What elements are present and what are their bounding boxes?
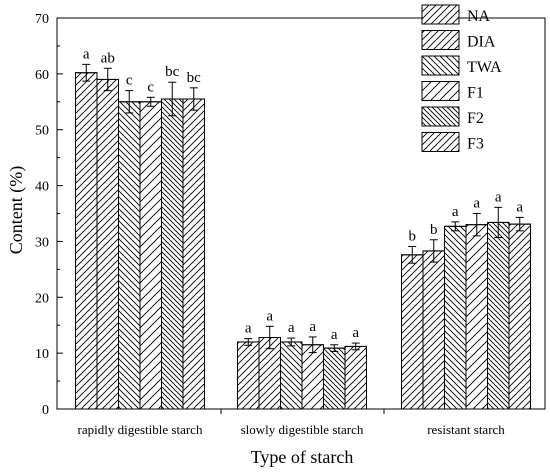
significance-label: a [473, 196, 480, 212]
x-category-label: rapidly digestible starch [78, 422, 203, 437]
bar [139, 101, 162, 410]
legend-swatch [421, 132, 460, 152]
significance-label: a [452, 204, 459, 220]
y-tick-label: 0 [42, 403, 49, 418]
bar [323, 347, 346, 410]
legend-swatch [421, 4, 460, 25]
legend-swatch [421, 55, 460, 76]
significance-label: a [288, 320, 295, 336]
x-category-label: slowly digestible starch [241, 422, 364, 437]
bar [508, 223, 531, 410]
significance-label: bc [187, 70, 202, 86]
bar [422, 250, 445, 410]
significance-label: a [266, 308, 273, 324]
bar [465, 224, 488, 410]
bar [444, 225, 467, 410]
bar [280, 341, 303, 410]
legend-swatch [421, 81, 460, 101]
x-axis-title: Type of starch [251, 447, 354, 467]
significance-label: a [352, 325, 359, 341]
bar [301, 344, 324, 410]
legend-label: F3 [467, 136, 484, 153]
x-category-label: resistant starch [427, 422, 505, 437]
plot-area: 0 10 20 30 40 50 60 70 rapidly digestible starch… [35, 12, 546, 437]
bar [118, 101, 141, 410]
significance-label: a [331, 327, 338, 343]
bar [161, 98, 184, 410]
legend-label: F2 [467, 110, 484, 127]
significance-label: ab [101, 50, 115, 66]
bar [96, 78, 119, 410]
significance-label: a [245, 321, 252, 337]
significance-label: bc [165, 64, 180, 80]
y-tick-label: 50 [35, 124, 49, 139]
y-tick-label: 60 [35, 68, 49, 83]
bar [344, 345, 367, 410]
legend-label: NA [467, 8, 491, 25]
significance-label: b [409, 228, 417, 244]
bar [75, 72, 98, 410]
bar [182, 98, 205, 410]
significance-label: c [126, 73, 133, 89]
bar [237, 341, 260, 410]
significance-label: a [83, 46, 90, 62]
legend: NA DIA TWA F1 F2 F3 [421, 4, 502, 153]
y-tick-label: 40 [35, 180, 49, 195]
legend-label: TWA [467, 59, 502, 76]
significance-label: b [430, 222, 438, 238]
bar [401, 254, 424, 410]
y-tick-label: 20 [35, 291, 49, 306]
y-tick-label: 70 [35, 12, 49, 27]
significance-label: a [495, 189, 502, 205]
significance-label: a [309, 319, 316, 335]
y-axis-title: Content (%) [6, 166, 27, 254]
y-tick-label: 30 [35, 235, 49, 250]
legend-label: F1 [467, 85, 484, 102]
y-tick-label: 10 [35, 347, 49, 362]
legend-swatch [421, 30, 460, 50]
bar [487, 221, 510, 410]
significance-label: a [516, 199, 523, 215]
significance-label: c [147, 79, 154, 95]
legend-swatch [421, 106, 460, 127]
legend-label: DIA [467, 34, 496, 51]
